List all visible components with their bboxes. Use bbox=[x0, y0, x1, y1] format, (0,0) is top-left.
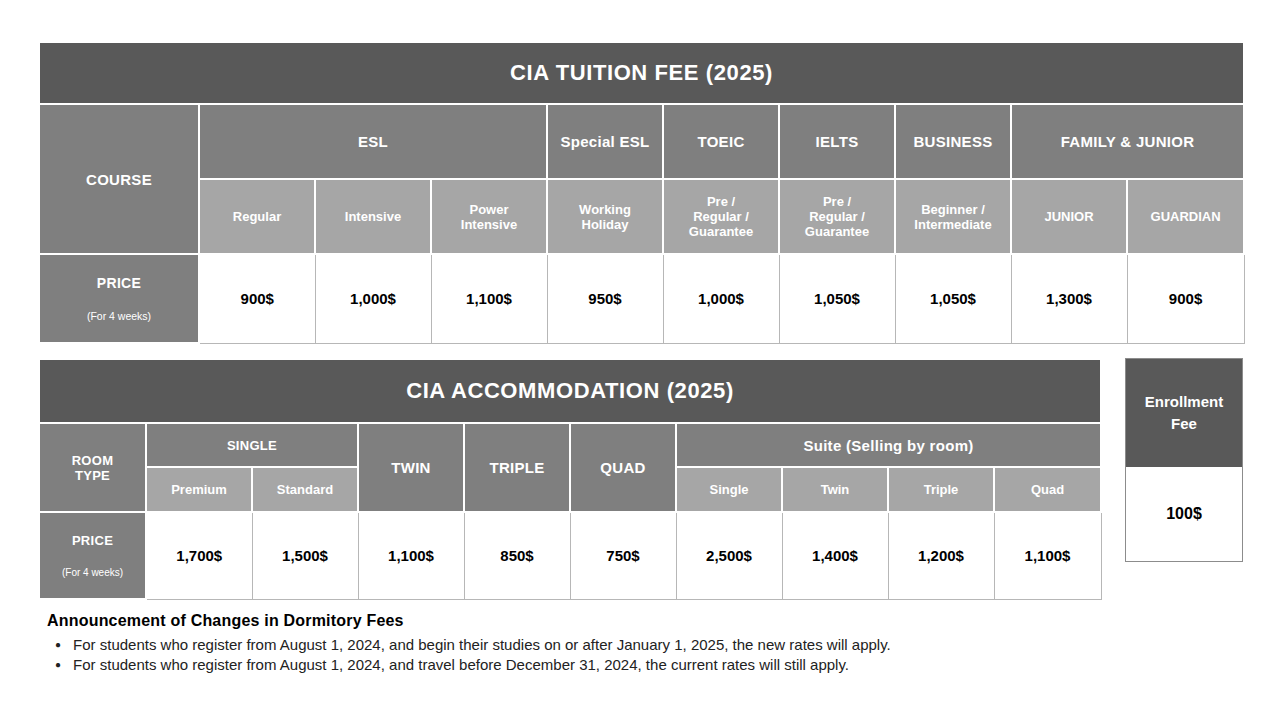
accommodation-price-note: (For 4 weeks) bbox=[46, 567, 139, 578]
accommodation-group-suite: Suite (Selling by room) bbox=[676, 423, 1101, 467]
tuition-price-guardian: 900$ bbox=[1127, 254, 1244, 343]
accommodation-group-quad: QUAD bbox=[570, 423, 676, 512]
tuition-fee-table: CIA TUITION FEE (2025) COURSE ESL Specia… bbox=[38, 41, 1245, 344]
tuition-group-toeic: TOEIC bbox=[663, 104, 779, 179]
accommodation-price-twin: 1,100$ bbox=[358, 512, 464, 599]
tuition-subheader-ielts-levels: Pre / Regular / Guarantee bbox=[779, 179, 895, 254]
accommodation-subheader-suite-quad: Quad bbox=[994, 467, 1101, 512]
accommodation-price-label: PRICE bbox=[46, 533, 139, 548]
announcement-bullet-1: ● For students who register from August … bbox=[55, 635, 1147, 654]
tuition-group-ielts: IELTS bbox=[779, 104, 895, 179]
tuition-table-title: CIA TUITION FEE (2025) bbox=[39, 42, 1244, 104]
tuition-subheader-business-levels: Beginner / Intermediate bbox=[895, 179, 1011, 254]
accommodation-price-suite-twin: 1,400$ bbox=[782, 512, 888, 599]
tuition-subheader-power-intensive: Power Intensive bbox=[431, 179, 547, 254]
announcement-bullet-2-text: For students who register from August 1,… bbox=[73, 655, 849, 674]
announcement-bullet-2: ● For students who register from August … bbox=[55, 655, 1147, 674]
accommodation-price-suite-single: 2,500$ bbox=[676, 512, 782, 599]
tuition-price-working-holiday: 950$ bbox=[547, 254, 663, 343]
accommodation-subheader-suite-twin: Twin bbox=[782, 467, 888, 512]
accommodation-price-single-standard: 1,500$ bbox=[252, 512, 358, 599]
accommodation-price-suite-quad: 1,100$ bbox=[994, 512, 1101, 599]
tuition-subheader-regular: Regular bbox=[199, 179, 315, 254]
tuition-price-regular: 900$ bbox=[199, 254, 315, 343]
accommodation-table: CIA ACCOMMODATION (2025) ROOM TYPE SINGL… bbox=[38, 358, 1102, 600]
accommodation-price-single-premium: 1,700$ bbox=[146, 512, 252, 599]
accommodation-price-row-label: PRICE (For 4 weeks) bbox=[39, 512, 146, 599]
accommodation-group-single: SINGLE bbox=[146, 423, 358, 467]
accommodation-group-triple: TRIPLE bbox=[464, 423, 570, 512]
tuition-price-business: 1,050$ bbox=[895, 254, 1011, 343]
tuition-subheader-toeic-levels: Pre / Regular / Guarantee bbox=[663, 179, 779, 254]
tuition-price-junior: 1,300$ bbox=[1011, 254, 1127, 343]
tuition-subheader-junior: JUNIOR bbox=[1011, 179, 1127, 254]
tuition-group-special-esl: Special ESL bbox=[547, 104, 663, 179]
tuition-group-esl: ESL bbox=[199, 104, 547, 179]
tuition-subheader-working-holiday: Working Holiday bbox=[547, 179, 663, 254]
tuition-price-ielts: 1,050$ bbox=[779, 254, 895, 343]
tuition-group-family-junior: FAMILY & JUNIOR bbox=[1011, 104, 1244, 179]
tuition-subheader-guardian: GUARDIAN bbox=[1127, 179, 1244, 254]
tuition-course-header: COURSE bbox=[39, 104, 199, 254]
announcement-heading: Announcement of Changes in Dormitory Fee… bbox=[47, 612, 1147, 630]
announcement-bullet-1-text: For students who register from August 1,… bbox=[73, 635, 891, 654]
tuition-subheader-intensive: Intensive bbox=[315, 179, 431, 254]
accommodation-subheader-suite-triple: Triple bbox=[888, 467, 994, 512]
accommodation-group-twin: TWIN bbox=[358, 423, 464, 512]
accommodation-room-type-header: ROOM TYPE bbox=[39, 423, 146, 512]
enrollment-fee-price: 100$ bbox=[1126, 467, 1242, 561]
bullet-icon: ● bbox=[55, 635, 61, 654]
enrollment-fee-title: Enrollment Fee bbox=[1126, 359, 1242, 467]
tuition-price-row-label: PRICE (For 4 weeks) bbox=[39, 254, 199, 343]
enrollment-fee-box: Enrollment Fee 100$ bbox=[1125, 358, 1243, 562]
accommodation-price-triple: 850$ bbox=[464, 512, 570, 599]
accommodation-price-suite-triple: 1,200$ bbox=[888, 512, 994, 599]
accommodation-subheader-premium: Premium bbox=[146, 467, 252, 512]
tuition-group-business: BUSINESS bbox=[895, 104, 1011, 179]
tuition-price-power-intensive: 1,100$ bbox=[431, 254, 547, 343]
accommodation-subheader-suite-single: Single bbox=[676, 467, 782, 512]
tuition-price-toeic: 1,000$ bbox=[663, 254, 779, 343]
tuition-price-intensive: 1,000$ bbox=[315, 254, 431, 343]
accommodation-table-title: CIA ACCOMMODATION (2025) bbox=[39, 359, 1101, 423]
bullet-icon: ● bbox=[55, 655, 61, 674]
accommodation-price-quad: 750$ bbox=[570, 512, 676, 599]
announcement-section: Announcement of Changes in Dormitory Fee… bbox=[47, 612, 1147, 674]
tuition-price-note: (For 4 weeks) bbox=[46, 310, 192, 322]
tuition-price-label: PRICE bbox=[46, 275, 192, 291]
accommodation-subheader-standard: Standard bbox=[252, 467, 358, 512]
